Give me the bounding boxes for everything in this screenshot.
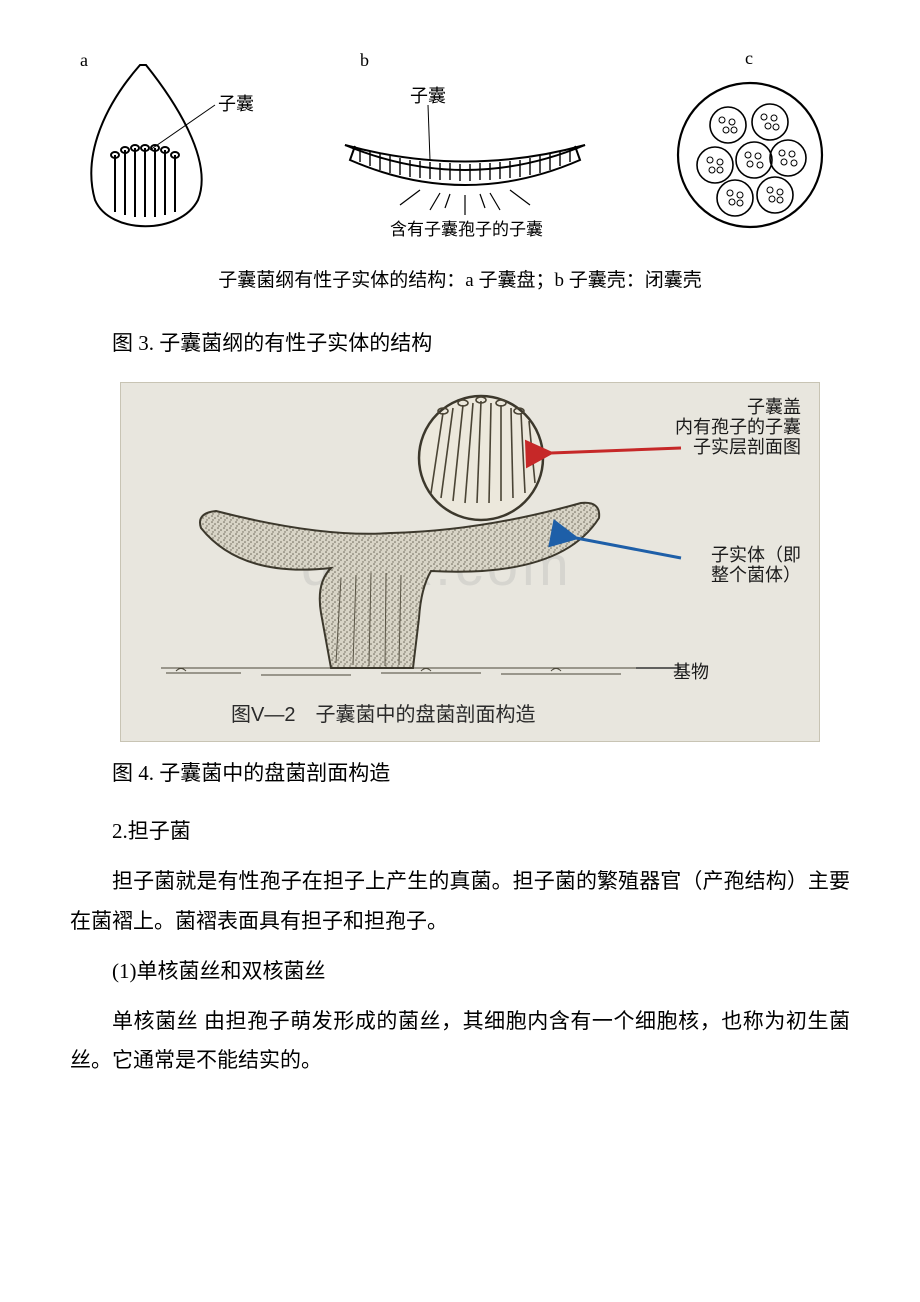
fig2-label-5: 基物 (673, 658, 709, 684)
figure1-caption: 子囊菌纲有性子实体的结构：a 子囊盘；b 子囊壳：闭囊壳 (70, 265, 850, 292)
figure1-numbered-caption: 图 3. 子囊菌纲的有性子实体的结构 (70, 327, 850, 357)
fig2-label-3: 子实层剖面图 (693, 433, 801, 459)
figure1-panel-c: c (650, 50, 850, 240)
panel-b-label: 子囊 (410, 82, 446, 108)
figure1-panel-a: a (70, 50, 280, 240)
section2-1-para1: 担子菌就是有性孢子在担子上产生的真菌。担子菌的繁殖器官（产孢结构）主要在菌褶上。… (70, 862, 850, 942)
panel-a-diagram (70, 50, 280, 240)
figure2-embedded-caption: 图V—2 子囊菌中的盘菌剖面构造 (231, 698, 535, 727)
panel-b-letter: b (360, 50, 369, 71)
panel-a-label: 子囊 (218, 90, 254, 116)
figure2-container: docx.com (120, 382, 820, 742)
panel-a-letter: a (80, 50, 88, 71)
figure1-panel-b: b (320, 50, 610, 240)
figure2-numbered-caption: 图 4. 子囊菌中的盘菌剖面构造 (70, 757, 850, 787)
section2-1-para2: 单核菌丝 由担孢子萌发形成的菌丝，其细胞内含有一个细胞核，也称为初生菌丝。它通常… (70, 1002, 850, 1082)
section2-1-sub1: (1)单核菌丝和双核菌丝 (70, 952, 850, 992)
figure2-image: docx.com (120, 382, 820, 742)
panel-b-sublabel: 含有子囊孢子的子囊 (390, 215, 543, 240)
figure1-panels: a (70, 50, 850, 240)
panel-b-diagram (320, 50, 610, 240)
panel-c-diagram (650, 50, 850, 240)
section2-1-heading: 2.担子菌 (70, 812, 850, 852)
fig2-label-4b: 整个菌体） (711, 561, 801, 587)
panel-c-letter: c (745, 48, 753, 69)
